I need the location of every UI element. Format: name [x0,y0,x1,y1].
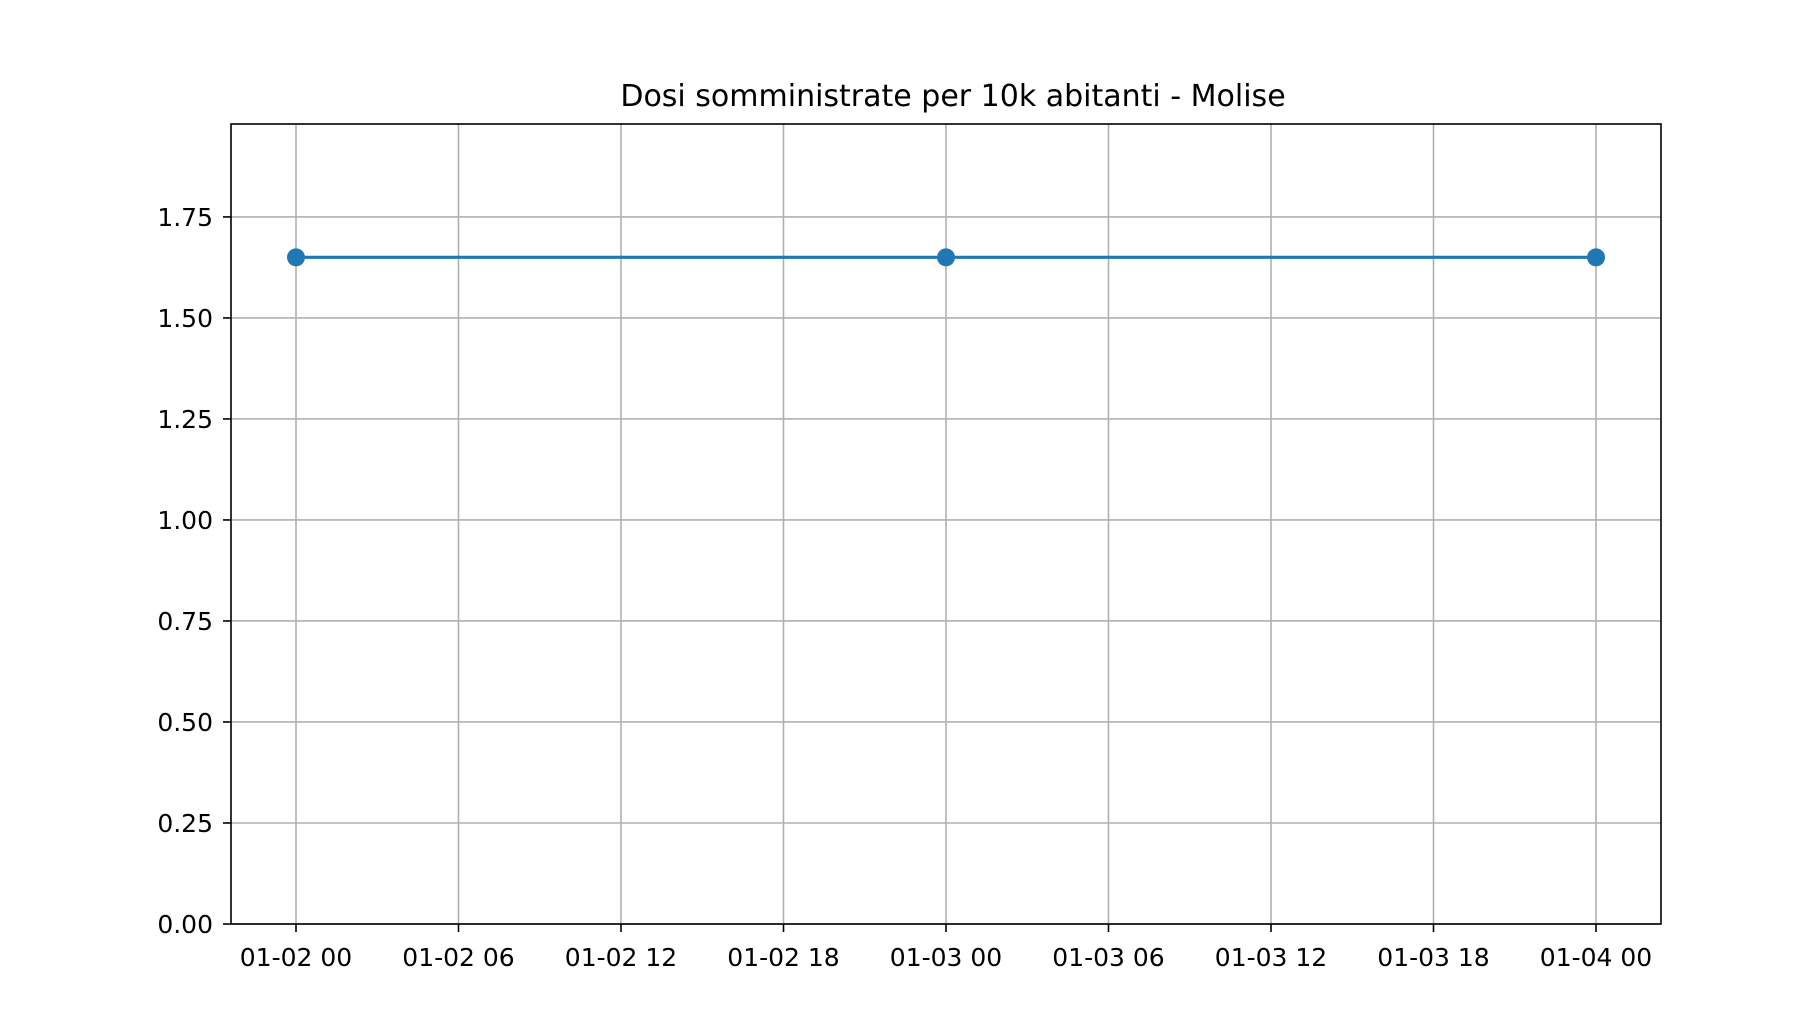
data-point [287,248,305,267]
x-tick-label: 01-02 06 [402,943,514,972]
x-tick-label: 01-02 18 [727,943,839,972]
x-axis-ticks: 01-02 00 01-02 06 01-02 12 01-02 18 01-03 00… [240,924,1652,972]
y-tick-label: 1.00 [157,506,213,535]
y-tick-label: 0.75 [157,607,213,636]
x-tick-label: 01-02 00 [240,943,352,972]
y-tick-label: 0.25 [157,809,213,838]
x-tick-label: 01-02 12 [565,943,677,972]
x-tick-label: 01-04 00 [1540,943,1652,972]
y-tick-label: 0.50 [157,708,213,737]
x-tick-label: 01-03 00 [890,943,1002,972]
x-tick-label: 01-03 12 [1215,943,1327,972]
data-point [1587,248,1605,267]
y-axis-ticks: 0.00 0.25 0.50 0.75 1.00 1.25 1.50 1.75 [157,203,231,939]
data-point [937,248,955,267]
y-tick-label: 1.50 [157,304,213,333]
x-tick-label: 01-03 06 [1052,943,1164,972]
x-tick-label: 01-03 18 [1377,943,1489,972]
series-layer [287,248,1605,267]
y-tick-label: 0.00 [157,910,213,939]
y-tick-label: 1.75 [157,203,213,232]
chart-title: Dosi somministrate per 10k abitanti - Mo… [620,79,1285,114]
y-tick-label: 1.25 [157,405,213,434]
